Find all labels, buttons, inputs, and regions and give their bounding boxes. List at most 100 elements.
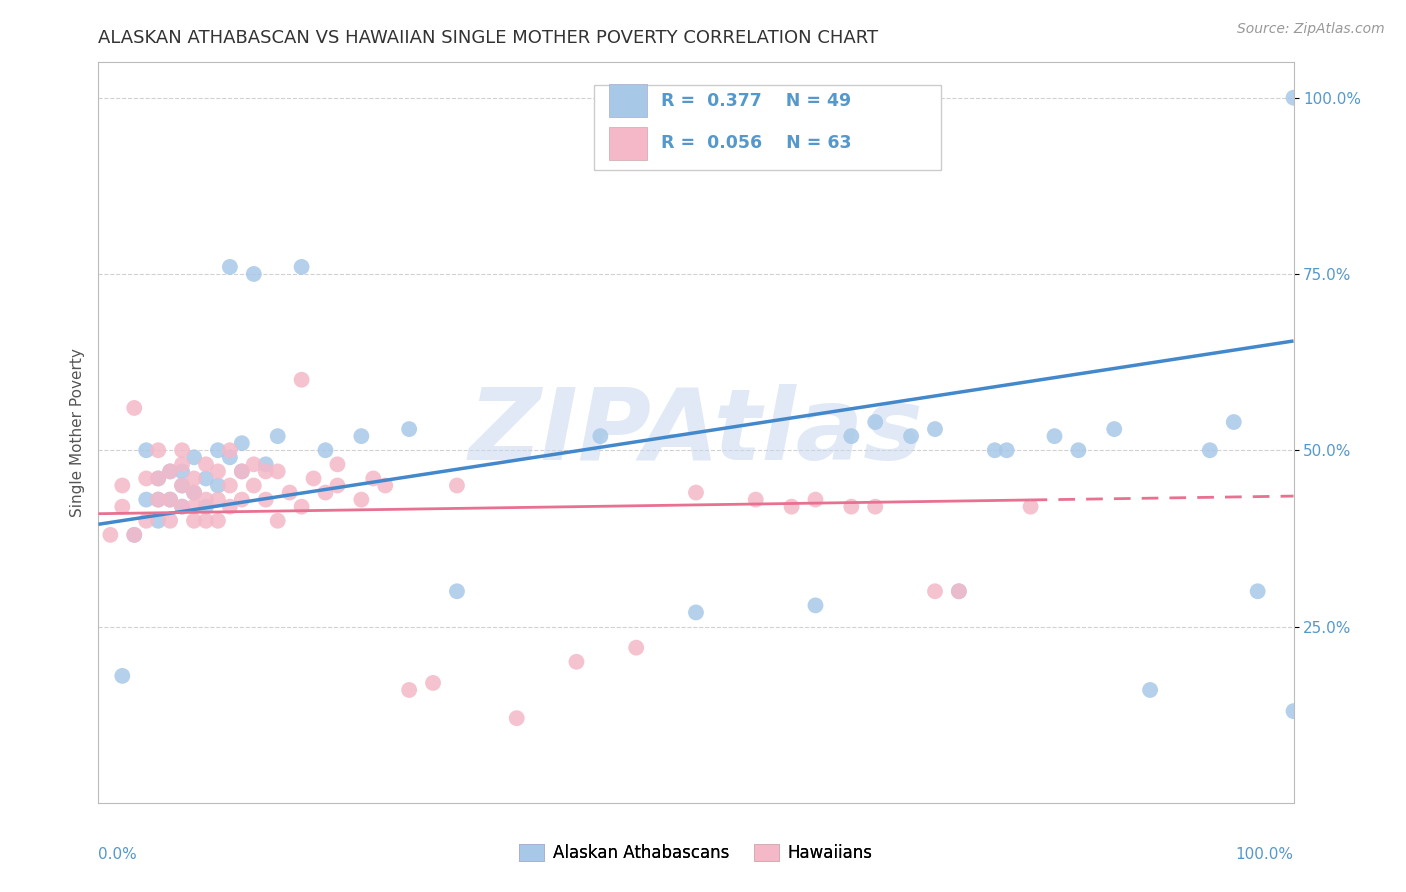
Point (363, 471, 385, 485)
Text: ZIPAtlas: ZIPAtlas (468, 384, 924, 481)
Point (315, 485, 337, 500)
Point (291, 373, 314, 387)
Point (302, 471, 325, 485)
Point (207, 443, 229, 458)
Point (172, 464, 194, 478)
Point (1067, 443, 1090, 458)
Point (267, 464, 290, 478)
Point (804, 492, 827, 507)
Point (841, 500, 863, 514)
Point (183, 485, 205, 500)
Point (124, 401, 146, 415)
Point (159, 492, 181, 507)
Point (841, 429, 863, 443)
Point (350, 492, 373, 507)
Point (219, 500, 242, 514)
Point (207, 492, 229, 507)
Text: R =  0.377    N = 49: R = 0.377 N = 49 (661, 92, 852, 110)
Point (172, 500, 194, 514)
Point (291, 500, 314, 514)
Point (243, 478, 266, 492)
Point (219, 450, 242, 465)
Point (231, 436, 253, 450)
Text: 0.0%: 0.0% (98, 847, 138, 863)
Point (231, 464, 253, 478)
Point (183, 500, 205, 514)
Point (219, 260, 242, 274)
Point (172, 443, 194, 458)
Legend: Alaskan Athabascans, Hawaiians: Alaskan Athabascans, Hawaiians (513, 837, 879, 869)
Point (124, 528, 146, 542)
Point (1223, 415, 1246, 429)
Point (626, 640, 648, 655)
Point (111, 669, 134, 683)
FancyBboxPatch shape (595, 85, 941, 169)
Point (267, 429, 290, 443)
Point (148, 492, 170, 507)
Point (924, 584, 946, 599)
Point (1043, 429, 1066, 443)
Point (219, 478, 242, 492)
FancyBboxPatch shape (609, 127, 647, 160)
Point (900, 429, 922, 443)
Point (183, 514, 205, 528)
Point (148, 443, 170, 458)
Point (865, 500, 887, 514)
Y-axis label: Single Mother Poverty: Single Mother Poverty (69, 348, 84, 517)
Point (172, 458, 194, 472)
Point (195, 471, 218, 485)
Point (865, 415, 887, 429)
Point (254, 464, 277, 478)
Point (1282, 91, 1305, 105)
Point (1019, 500, 1042, 514)
Point (565, 655, 588, 669)
Point (254, 492, 277, 507)
Point (231, 464, 253, 478)
Point (995, 443, 1018, 458)
Point (148, 492, 170, 507)
Text: 100.0%: 100.0% (1236, 847, 1294, 863)
Point (326, 478, 349, 492)
Point (195, 492, 218, 507)
Point (172, 500, 194, 514)
Point (172, 478, 194, 492)
Point (1247, 584, 1270, 599)
Point (984, 443, 1007, 458)
Point (111, 500, 134, 514)
Point (506, 711, 529, 725)
Point (148, 471, 170, 485)
Point (243, 458, 266, 472)
Text: R =  0.056    N = 63: R = 0.056 N = 63 (661, 135, 852, 153)
Point (135, 443, 157, 458)
Point (446, 584, 468, 599)
Point (315, 443, 337, 458)
Point (243, 267, 266, 281)
Point (172, 478, 194, 492)
Point (685, 485, 707, 500)
Point (124, 528, 146, 542)
Point (422, 676, 444, 690)
Point (745, 492, 768, 507)
Point (207, 464, 229, 478)
Point (159, 492, 181, 507)
Point (1139, 683, 1161, 698)
Point (1104, 422, 1126, 436)
Point (374, 478, 396, 492)
Point (291, 260, 314, 274)
Point (135, 514, 157, 528)
Point (135, 471, 157, 485)
Point (159, 514, 181, 528)
Point (231, 492, 253, 507)
Point (398, 683, 420, 698)
Point (159, 464, 181, 478)
Point (326, 458, 349, 472)
Point (267, 514, 290, 528)
Point (1282, 704, 1305, 718)
Point (183, 450, 205, 465)
Point (135, 492, 157, 507)
Text: Source: ZipAtlas.com: Source: ZipAtlas.com (1237, 22, 1385, 37)
Text: ALASKAN ATHABASCAN VS HAWAIIAN SINGLE MOTHER POVERTY CORRELATION CHART: ALASKAN ATHABASCAN VS HAWAIIAN SINGLE MO… (98, 29, 879, 47)
Point (350, 429, 373, 443)
Point (254, 458, 277, 472)
Point (278, 485, 301, 500)
